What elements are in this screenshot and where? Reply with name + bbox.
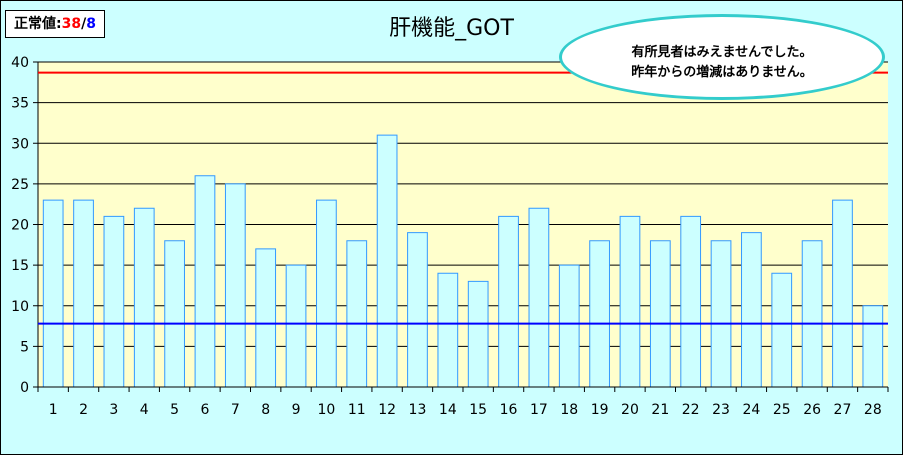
bar [832, 199, 853, 388]
bar [376, 134, 398, 388]
y-tick-label: 35 [11, 96, 29, 112]
bar [133, 207, 155, 388]
x-tick-label: 14 [439, 402, 457, 418]
x-tick-label: 7 [231, 402, 240, 418]
x-tick-label: 4 [140, 402, 149, 418]
y-tick-label: 0 [20, 380, 29, 396]
bar [862, 305, 884, 388]
x-tick-label: 2 [79, 402, 88, 418]
x-tick-label: 13 [409, 402, 427, 418]
bar [680, 215, 702, 388]
bar [467, 280, 489, 388]
bar [801, 240, 823, 388]
y-tick-label: 30 [11, 136, 29, 152]
bar [285, 264, 307, 388]
legend-separator: / [81, 16, 87, 32]
x-tick-label: 26 [803, 402, 821, 418]
bar [73, 199, 94, 388]
x-tick-label: 21 [651, 402, 669, 418]
bar [103, 215, 125, 388]
legend-lower: 8 [86, 16, 96, 32]
x-tick-label: 5 [170, 402, 179, 418]
x-tick-label: 22 [682, 402, 700, 418]
bar [771, 272, 793, 388]
x-tick-label: 9 [292, 402, 301, 418]
x-tick-label: 3 [109, 402, 118, 418]
x-tick-label: 6 [201, 402, 210, 418]
bar [224, 183, 246, 388]
x-tick-label: 23 [712, 402, 730, 418]
x-tick-label: 16 [500, 402, 518, 418]
bar [558, 264, 580, 388]
annotation-line-2: 昨年からの増減はありません。 [631, 65, 813, 80]
bar [619, 215, 641, 388]
x-tick-label: 27 [834, 402, 852, 418]
legend-prefix: 正常値: [14, 16, 62, 32]
bar [194, 175, 216, 388]
x-tick-label: 19 [591, 402, 609, 418]
x-tick-label: 18 [560, 402, 578, 418]
x-tick-label: 24 [742, 402, 760, 418]
chart-title: 肝機能_GOT [389, 16, 514, 41]
x-tick-label: 10 [317, 402, 335, 418]
y-tick-label: 15 [11, 258, 29, 274]
x-tick-label: 1 [49, 402, 58, 418]
x-tick-label: 12 [378, 402, 396, 418]
bar [407, 232, 428, 388]
y-tick-label: 25 [11, 177, 29, 193]
bar [649, 240, 671, 388]
x-tick-label: 11 [348, 402, 366, 418]
x-tick-label: 8 [261, 402, 270, 418]
bar [741, 232, 762, 388]
y-tick-label: 40 [11, 55, 29, 71]
normal-range-legend: 正常値:38/8 [5, 10, 105, 38]
x-tick-label: 25 [773, 402, 791, 418]
x-tick-label: 17 [530, 402, 548, 418]
bar [316, 199, 337, 388]
bar [498, 215, 519, 388]
y-tick-label: 10 [11, 299, 29, 315]
y-tick-label: 20 [11, 218, 29, 234]
x-tick-label: 20 [621, 402, 639, 418]
bar [255, 248, 277, 388]
bar [589, 240, 610, 388]
legend-upper: 38 [61, 16, 82, 32]
y-tick-label: 5 [20, 339, 29, 355]
bar [164, 240, 185, 388]
bar [710, 240, 732, 388]
annotation-bubble: 有所見者はみえませんでした。 昨年からの増減はありません。 [559, 14, 885, 100]
bar [346, 240, 368, 388]
bar [42, 199, 64, 388]
annotation-line-1: 有所見者はみえませんでした。 [631, 45, 813, 60]
x-tick-label: 28 [864, 402, 882, 418]
bar [528, 207, 550, 388]
bar [437, 272, 459, 388]
x-tick-label: 15 [469, 402, 487, 418]
